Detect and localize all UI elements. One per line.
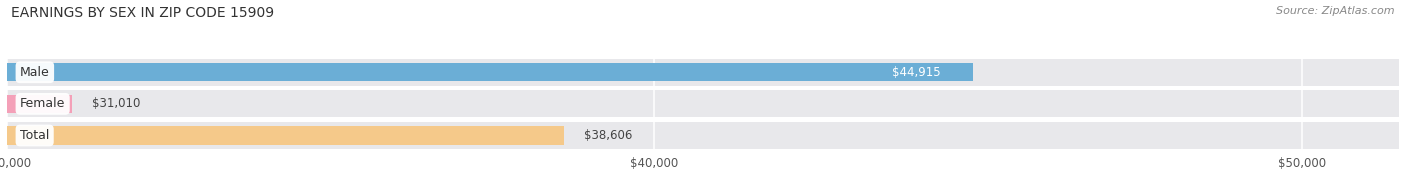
Bar — [7, 63, 973, 81]
Bar — [7, 122, 1399, 149]
Text: Female: Female — [20, 97, 65, 110]
Text: Total: Total — [20, 129, 49, 142]
Bar — [7, 95, 73, 113]
Bar — [7, 90, 1399, 117]
Text: Male: Male — [20, 66, 49, 79]
Text: Source: ZipAtlas.com: Source: ZipAtlas.com — [1277, 6, 1395, 16]
Text: $31,010: $31,010 — [91, 97, 141, 110]
Text: EARNINGS BY SEX IN ZIP CODE 15909: EARNINGS BY SEX IN ZIP CODE 15909 — [11, 6, 274, 20]
Bar — [7, 126, 564, 145]
Text: $44,915: $44,915 — [891, 66, 941, 79]
Text: $38,606: $38,606 — [583, 129, 631, 142]
Bar — [7, 59, 1399, 86]
